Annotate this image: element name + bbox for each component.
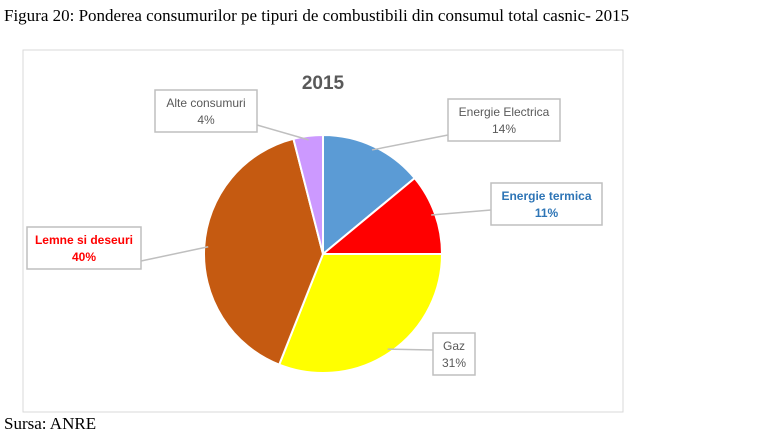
data-label-box bbox=[447, 98, 561, 142]
data-label-box bbox=[26, 226, 142, 270]
slice-category-label: Alte consumuri bbox=[166, 96, 245, 110]
leader-line bbox=[371, 134, 449, 151]
pie-slice-alte-consumuri bbox=[292, 133, 324, 255]
slice-percent-label: 40% bbox=[72, 250, 96, 264]
pie-slice-gaz bbox=[277, 253, 444, 374]
slice-percent-label: 14% bbox=[492, 122, 516, 136]
data-label-box bbox=[490, 182, 603, 226]
slice-category-label: Lemne si deseuri bbox=[35, 233, 133, 247]
chart-title: 2015 bbox=[302, 73, 345, 94]
source-note: Sursa: ANRE bbox=[4, 414, 97, 433]
slice-percent-label: 31% bbox=[442, 356, 466, 370]
data-label-box bbox=[432, 332, 476, 376]
data-label-box bbox=[154, 89, 258, 133]
slice-category-label: Gaz bbox=[443, 339, 465, 353]
slice-category-label: Energie termica bbox=[501, 189, 591, 203]
pie-slice-lemne-si-deseuri bbox=[203, 137, 325, 366]
figure-caption: Figura 20: Ponderea consumurilor pe tipu… bbox=[4, 6, 630, 25]
pie-slice-energie-electrica bbox=[322, 133, 417, 257]
slice-percent-label: 4% bbox=[197, 113, 215, 127]
slice-category-label: Energie Electrica bbox=[459, 105, 550, 119]
leader-line bbox=[256, 124, 309, 141]
slice-percent-label: 11% bbox=[535, 206, 559, 220]
leader-line bbox=[387, 348, 434, 351]
leader-line bbox=[431, 209, 492, 216]
pie-slice-energie-termica bbox=[320, 176, 444, 255]
leader-line bbox=[140, 246, 209, 262]
